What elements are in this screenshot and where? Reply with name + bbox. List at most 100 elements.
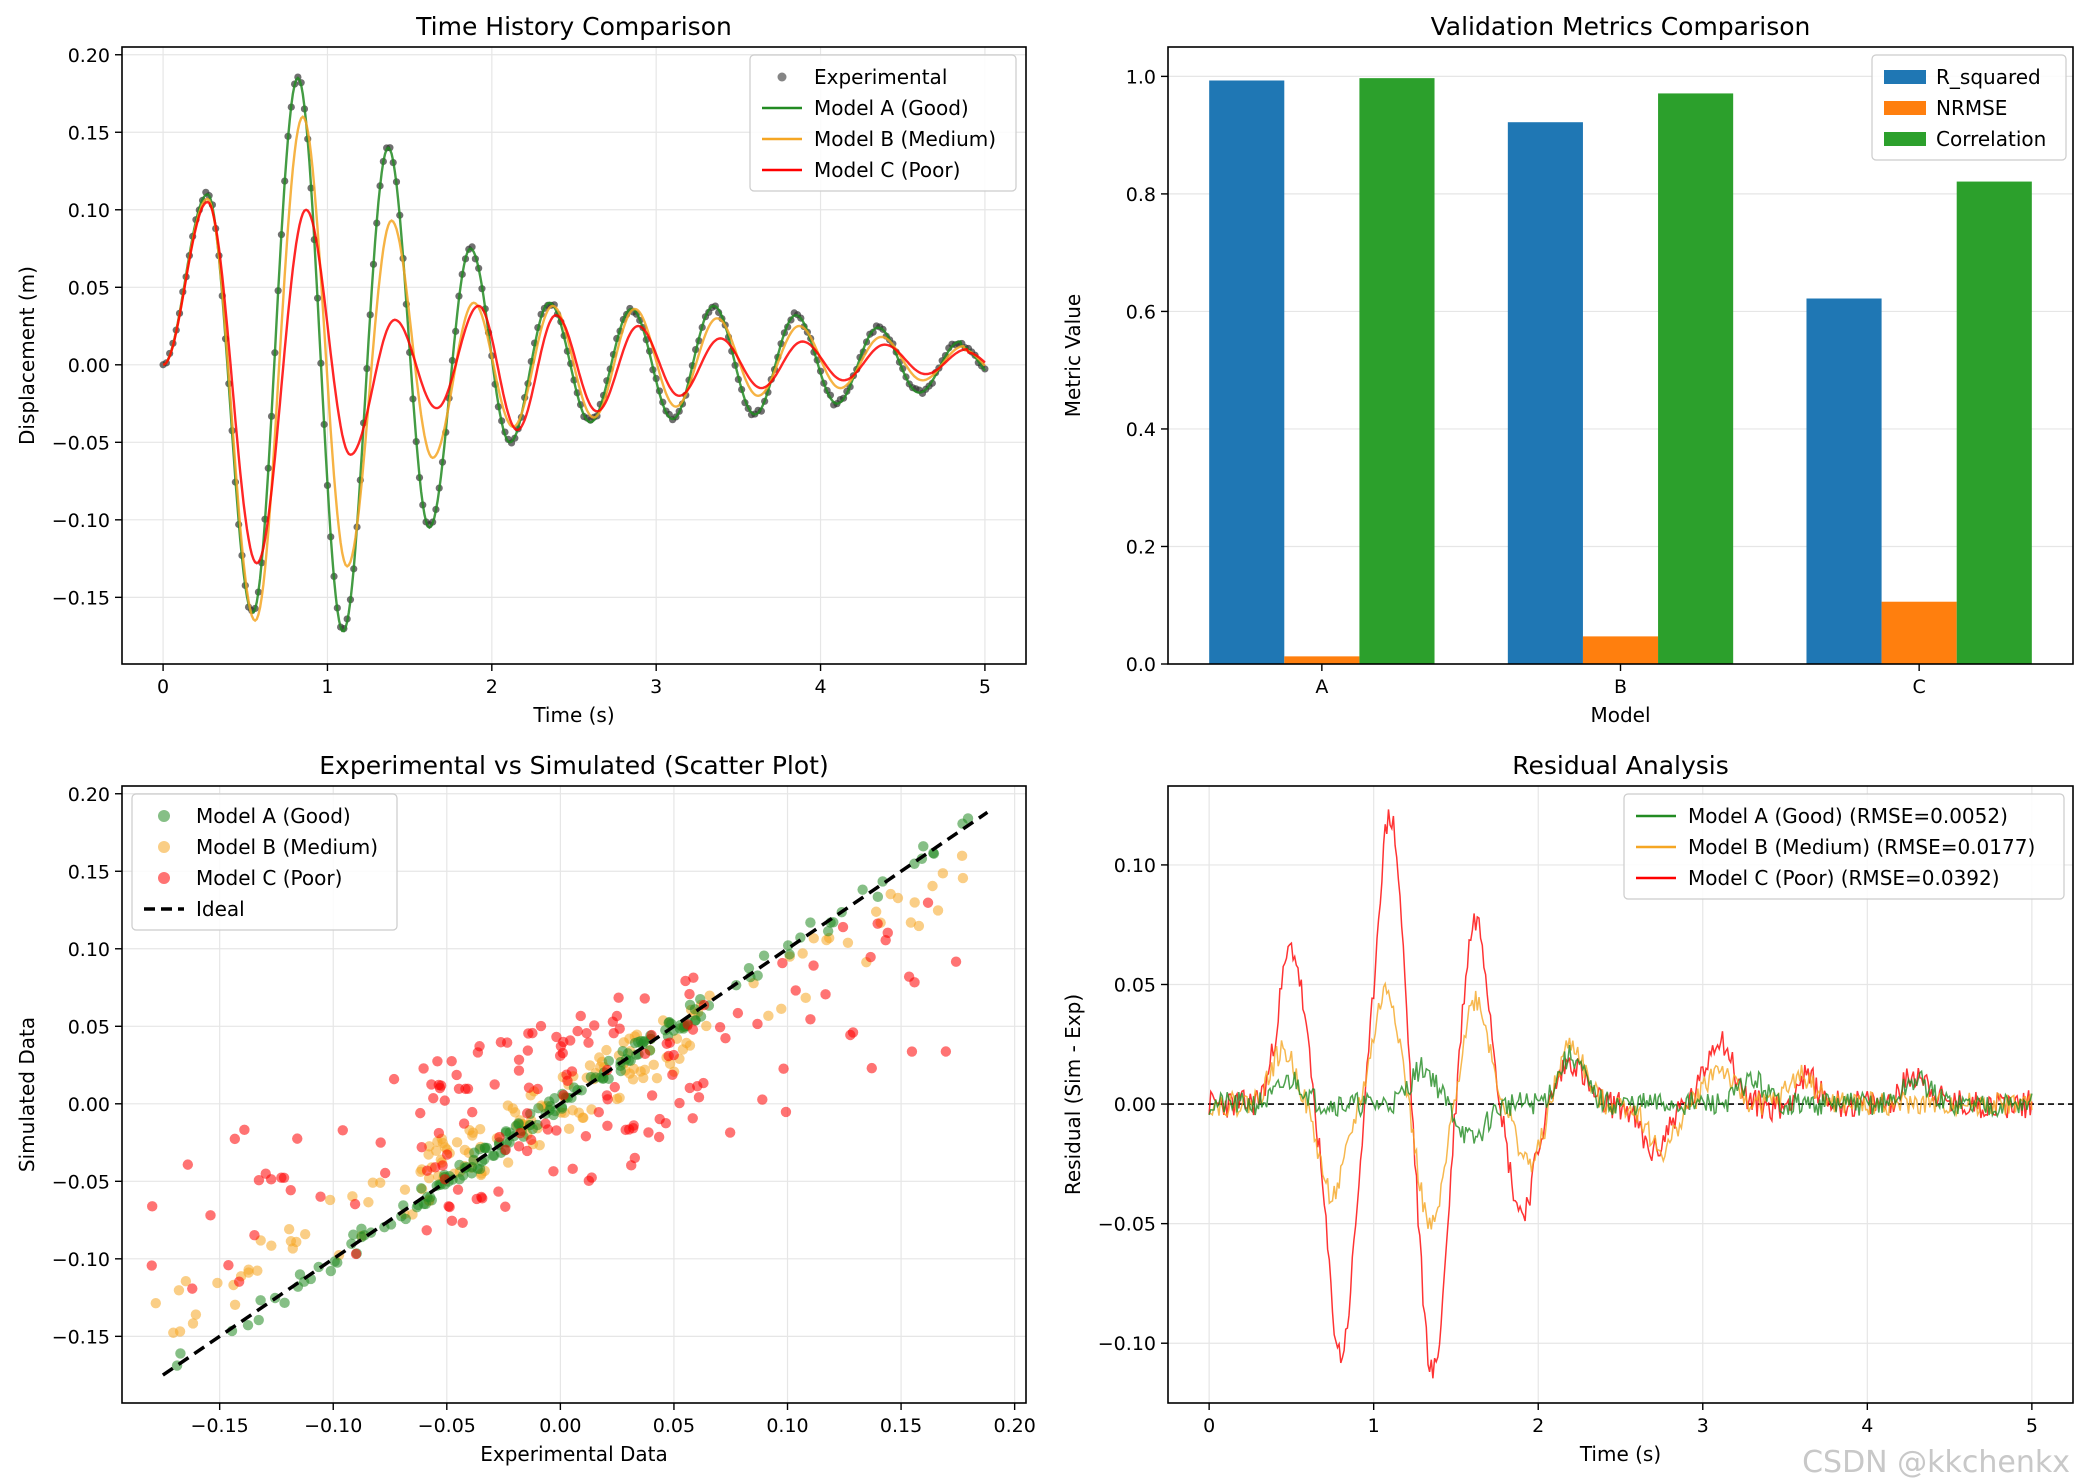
scatter-point-model-b	[776, 1003, 787, 1015]
scatter-point-model-c	[285, 1184, 296, 1196]
legend-box	[749, 54, 1017, 192]
scatter-point-model-c	[525, 1134, 537, 1146]
x-tick-label: −0.10	[304, 1415, 362, 1437]
scatter-point-model-c	[433, 1127, 445, 1139]
legend-label: Model A (Good)	[814, 96, 969, 120]
scatter-point-model-c	[693, 1092, 705, 1103]
x-tick-label: 0.20	[993, 1415, 1035, 1437]
watermark: CSDN @kkchenkx	[1802, 1445, 2070, 1480]
scatter-point-model-c	[416, 1141, 427, 1153]
scatter-point-model-c	[778, 1063, 789, 1074]
scatter-point-model-a	[279, 1297, 290, 1309]
scatter-point-model-c	[646, 1090, 658, 1101]
scatter-point-model-b	[842, 937, 854, 949]
scatter-point-model-c	[432, 1056, 443, 1067]
scatter-point-model-b	[534, 1140, 545, 1151]
y-tick-label: 0.0	[1126, 654, 1156, 676]
scatter-point-model-a	[918, 841, 929, 852]
scatter-point-model-a	[928, 847, 939, 859]
series-line-model-b	[162, 115, 986, 623]
scatter-point-model-b	[870, 906, 882, 917]
scatter-point-model-b	[474, 1124, 486, 1135]
bar-r_squared-c	[1806, 298, 1882, 664]
y-tick-label: 0.4	[1126, 419, 1156, 441]
y-tick-label: −0.05	[1098, 1214, 1156, 1236]
scatter-point-model-c	[562, 1075, 573, 1087]
scatter-point-model-c	[500, 1201, 511, 1212]
scatter-point-model-c	[515, 1127, 526, 1139]
scatter-point-model-b	[578, 1112, 589, 1123]
scatter-point-model-a	[469, 1147, 480, 1158]
scatter-point-model-c	[494, 1131, 505, 1143]
scatter-point-model-a	[253, 1314, 264, 1326]
scatter-point-model-c	[687, 1113, 698, 1124]
x-tick-label: 0.15	[880, 1415, 922, 1437]
scatter-point-model-c	[732, 1007, 744, 1019]
x-tick-label: −0.05	[418, 1415, 476, 1437]
scatter-point-model-c	[147, 1201, 158, 1212]
scatter-point-model-c	[439, 1095, 450, 1106]
axes-frame	[121, 46, 1027, 665]
y-tick-label: 0.05	[1114, 974, 1156, 996]
scatter-point-model-c	[922, 897, 934, 908]
scatter-point-model-c	[586, 1172, 597, 1183]
bar-nrmse-b	[1582, 636, 1659, 664]
scatter-point-model-b	[507, 1103, 519, 1114]
scatter-point-model-b	[467, 1130, 478, 1141]
scatter-point-model-c	[453, 1083, 465, 1094]
scatter-point-model-c	[443, 1201, 454, 1212]
scatter-point-model-c	[724, 1127, 736, 1138]
chart-title: Validation Metrics Comparison	[1431, 12, 1811, 41]
scatter-point-model-c	[558, 1089, 569, 1101]
legend-swatch	[158, 841, 170, 853]
scatter-point-model-b	[956, 850, 968, 862]
x-tick-label: B	[1614, 676, 1627, 698]
scatter-point-model-c	[866, 1062, 877, 1074]
scatter-point-model-c	[350, 1248, 362, 1260]
scatter-point-model-c	[446, 1215, 458, 1227]
scatter-point-model-b	[502, 1157, 514, 1168]
x-tick-label: 1	[1368, 1415, 1380, 1437]
scatter-point-model-c	[880, 934, 891, 946]
x-tick-label: 5	[2026, 1415, 2038, 1437]
scatter-point-model-c	[583, 1037, 594, 1048]
y-tick-label: 0.10	[68, 200, 110, 222]
scatter-point-model-a	[379, 1221, 390, 1233]
scatter-point-model-b	[638, 1072, 649, 1084]
y-tick-label: 0.15	[68, 861, 110, 883]
y-tick-label: 0.2	[1126, 536, 1156, 558]
scatter-point-model-c	[940, 1046, 952, 1057]
scatter-point-model-c	[441, 1149, 453, 1160]
scatter-point-model-c	[626, 1160, 637, 1171]
x-tick-label: 1	[321, 676, 333, 698]
scatter-point-model-c	[513, 1141, 525, 1152]
scatter-point-model-a	[242, 1319, 254, 1331]
scatter-point-model-c	[790, 985, 801, 996]
x-tick-label: 3	[650, 676, 662, 698]
scatter-point-model-c	[421, 1225, 432, 1236]
scatter-point-model-b	[701, 1020, 712, 1032]
bar-r_squared-b	[1507, 122, 1583, 665]
scatter-point-model-a	[472, 1163, 483, 1174]
scatter-point-model-a	[782, 940, 794, 951]
y-tick-label: 0.8	[1126, 184, 1156, 206]
legend-label: Model A (Good)	[196, 804, 351, 828]
scatter-point-model-c	[522, 1045, 534, 1056]
scatter-point-model-a	[962, 813, 974, 824]
scatter-point-model-c	[757, 1094, 768, 1105]
y-tick-label: −0.15	[52, 1326, 110, 1348]
scatter-point-model-b	[168, 1327, 179, 1338]
y-axis-label: Metric Value	[1061, 294, 1085, 417]
scatter-point-model-c	[337, 1125, 348, 1136]
scatter-point-model-c	[654, 1113, 665, 1125]
residual-panel: 0 1 2 3 4 5 −0.10 −0.05 0.00 0.05 0.10 Residual Ana…	[1061, 751, 2074, 1466]
scatter-point-model-b	[927, 880, 938, 892]
x-tick-label: 0	[1203, 1415, 1215, 1437]
y-tick-label: 0.00	[1114, 1094, 1156, 1116]
chart-title: Time History Comparison	[415, 12, 732, 41]
scatter-point-model-a	[313, 1261, 324, 1273]
y-tick-label: 0.20	[68, 784, 110, 806]
scatter-point-model-c	[865, 951, 876, 963]
scatter-point-model-b	[399, 1184, 411, 1195]
y-tick-label: −0.05	[52, 1171, 110, 1193]
